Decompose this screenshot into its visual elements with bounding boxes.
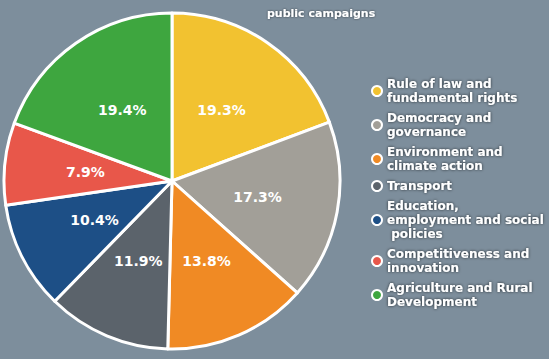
svg-text:11.9%: 11.9% <box>114 253 163 269</box>
svg-text:Development: Development <box>387 295 477 309</box>
svg-text:innovation: innovation <box>387 261 459 275</box>
svg-text:Competitiveness and: Competitiveness and <box>387 247 534 261</box>
svg-text:7.9%: 7.9% <box>66 164 105 180</box>
svg-text:public campaigns: public campaigns <box>267 7 376 20</box>
svg-text:13.8%: 13.8% <box>182 253 231 269</box>
svg-text:19.3%: 19.3% <box>197 102 246 118</box>
svg-text:fundamental rights: fundamental rights <box>387 91 517 105</box>
svg-text:Agriculture and Rural: Agriculture and Rural <box>387 281 537 295</box>
svg-text:Democracy and: Democracy and <box>387 111 496 125</box>
svg-text:Transport: Transport <box>387 179 452 193</box>
svg-text:Rule of law and: Rule of law and <box>387 77 496 91</box>
svg-text:climate action: climate action <box>387 159 483 173</box>
svg-text:policies: policies <box>387 227 443 241</box>
svg-text:Education,: Education, <box>387 199 463 213</box>
svg-text:10.4%: 10.4% <box>70 212 119 228</box>
svg-text:governance: governance <box>387 125 466 139</box>
svg-text:17.3%: 17.3% <box>233 189 282 205</box>
svg-text:19.4%: 19.4% <box>98 102 147 118</box>
svg-text:Environment and: Environment and <box>387 145 507 159</box>
svg-text:employment and social: employment and social <box>387 213 544 227</box>
